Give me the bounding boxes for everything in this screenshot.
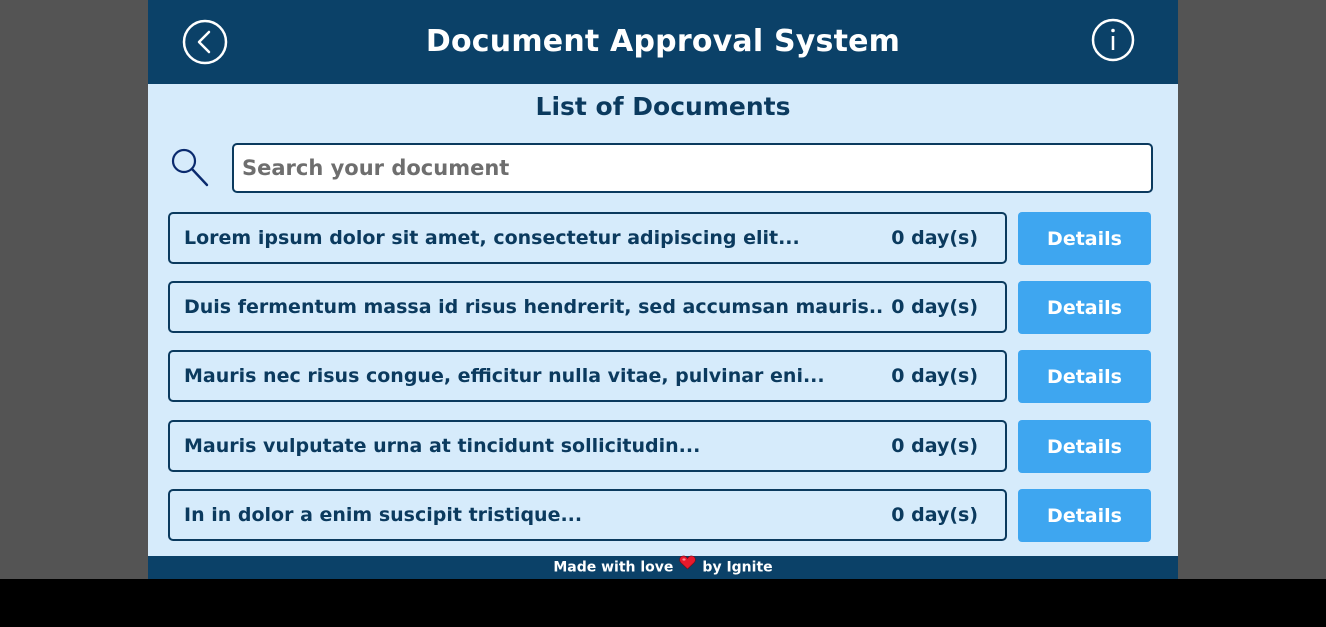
- document-title: Duis fermentum massa id risus hendrerit,…: [184, 296, 884, 318]
- heart-icon: [679, 555, 697, 578]
- document-days: 0 day(s): [891, 296, 978, 318]
- document-title: Mauris nec risus congue, efficitur nulla…: [184, 365, 825, 387]
- document-row[interactable]: Mauris vulputate urna at tincidunt solli…: [168, 420, 1007, 472]
- document-days: 0 day(s): [891, 504, 978, 526]
- details-button[interactable]: Details: [1018, 420, 1151, 473]
- document-days: 0 day(s): [891, 435, 978, 457]
- footer: Made with love by Ignite: [148, 555, 1178, 579]
- document-days: 0 day(s): [891, 365, 978, 387]
- document-days: 0 day(s): [891, 227, 978, 249]
- back-button[interactable]: [182, 19, 228, 65]
- search-input[interactable]: [232, 143, 1153, 193]
- app-window: Document Approval System List of Documen…: [148, 0, 1178, 579]
- footer-text-before: Made with love: [553, 559, 674, 576]
- details-button[interactable]: Details: [1018, 281, 1151, 334]
- header-bar: Document Approval System: [148, 0, 1178, 84]
- search-icon: [171, 148, 209, 187]
- page-title: Document Approval System: [425, 24, 901, 59]
- document-title: Lorem ipsum dolor sit amet, consectetur …: [184, 227, 800, 249]
- details-button[interactable]: Details: [1018, 489, 1151, 542]
- document-row[interactable]: In in dolor a enim suscipit tristique...…: [168, 489, 1007, 541]
- footer-text-after: by Ignite: [702, 559, 773, 576]
- section-heading: List of Documents: [535, 92, 791, 121]
- document-row[interactable]: Mauris nec risus congue, efficitur nulla…: [168, 350, 1007, 402]
- document-row[interactable]: Lorem ipsum dolor sit amet, consectetur …: [168, 212, 1007, 264]
- document-title: Mauris vulputate urna at tincidunt solli…: [184, 435, 701, 457]
- info-circle-icon: [1091, 18, 1135, 62]
- details-button[interactable]: Details: [1018, 212, 1151, 265]
- info-button[interactable]: [1091, 18, 1135, 62]
- details-button[interactable]: Details: [1018, 350, 1151, 403]
- chevron-left-circle-icon: [182, 19, 228, 65]
- document-title: In in dolor a enim suscipit tristique...: [184, 504, 583, 526]
- search-button[interactable]: [168, 145, 212, 189]
- document-row[interactable]: Duis fermentum massa id risus hendrerit,…: [168, 281, 1007, 333]
